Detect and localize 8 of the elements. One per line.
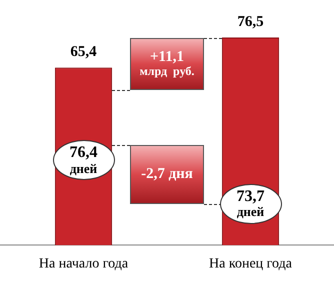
annotation: +11,1 млрд руб.	[140, 48, 194, 78]
annotation: 76,4 дней	[70, 144, 98, 176]
x-tick-label: На начало года	[38, 256, 129, 272]
annotation: -2,7 дня	[141, 166, 193, 183]
data-label: 76,5	[237, 14, 264, 30]
data-label: 65,4	[70, 44, 98, 60]
x-tick-label: На конец года	[209, 256, 293, 272]
annotation: 73,7 дней	[236, 188, 264, 220]
